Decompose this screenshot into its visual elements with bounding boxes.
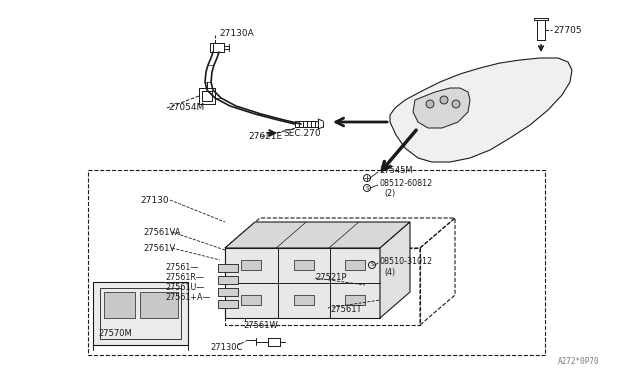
Text: 27521P: 27521P	[315, 273, 346, 282]
Polygon shape	[390, 58, 572, 162]
Text: 27130A: 27130A	[219, 29, 253, 38]
Text: 27561V: 27561V	[143, 244, 175, 253]
Text: 27561T: 27561T	[330, 305, 362, 314]
Text: 27561W: 27561W	[243, 321, 278, 330]
Polygon shape	[413, 88, 470, 128]
Text: 27705: 27705	[553, 26, 582, 35]
Polygon shape	[218, 276, 238, 284]
Polygon shape	[241, 295, 261, 305]
Polygon shape	[225, 248, 380, 318]
Text: 27570M: 27570M	[98, 328, 132, 337]
Text: 27561+A—: 27561+A—	[165, 294, 211, 302]
Text: A272*0P70: A272*0P70	[558, 357, 600, 366]
Circle shape	[452, 100, 460, 108]
Circle shape	[440, 96, 448, 104]
Circle shape	[426, 100, 434, 108]
Polygon shape	[345, 260, 365, 270]
Text: 27561U—: 27561U—	[165, 283, 204, 292]
Text: (4): (4)	[384, 267, 395, 276]
Text: 27561R—: 27561R—	[165, 273, 204, 282]
Text: 27130C: 27130C	[210, 343, 243, 352]
Polygon shape	[104, 292, 135, 318]
Polygon shape	[345, 295, 365, 305]
Text: 27561VA: 27561VA	[143, 228, 180, 237]
Text: S: S	[365, 186, 369, 190]
Text: S: S	[371, 263, 374, 267]
Polygon shape	[218, 264, 238, 272]
Text: 08510-31012: 08510-31012	[380, 257, 433, 266]
Polygon shape	[294, 295, 314, 305]
Text: 27621E: 27621E	[248, 131, 282, 141]
Polygon shape	[218, 288, 238, 296]
Text: 27561—: 27561—	[165, 263, 198, 273]
Polygon shape	[140, 292, 178, 318]
Polygon shape	[241, 260, 261, 270]
Text: (2): (2)	[384, 189, 396, 198]
Text: 27545M: 27545M	[379, 166, 413, 174]
Text: SEC.270: SEC.270	[283, 128, 321, 138]
Text: 27054M: 27054M	[168, 103, 204, 112]
Polygon shape	[93, 282, 188, 345]
Text: 27130: 27130	[140, 196, 168, 205]
Polygon shape	[218, 300, 238, 308]
Polygon shape	[225, 222, 410, 248]
Text: 08512-60812: 08512-60812	[380, 179, 433, 187]
Polygon shape	[294, 260, 314, 270]
Polygon shape	[380, 222, 410, 318]
